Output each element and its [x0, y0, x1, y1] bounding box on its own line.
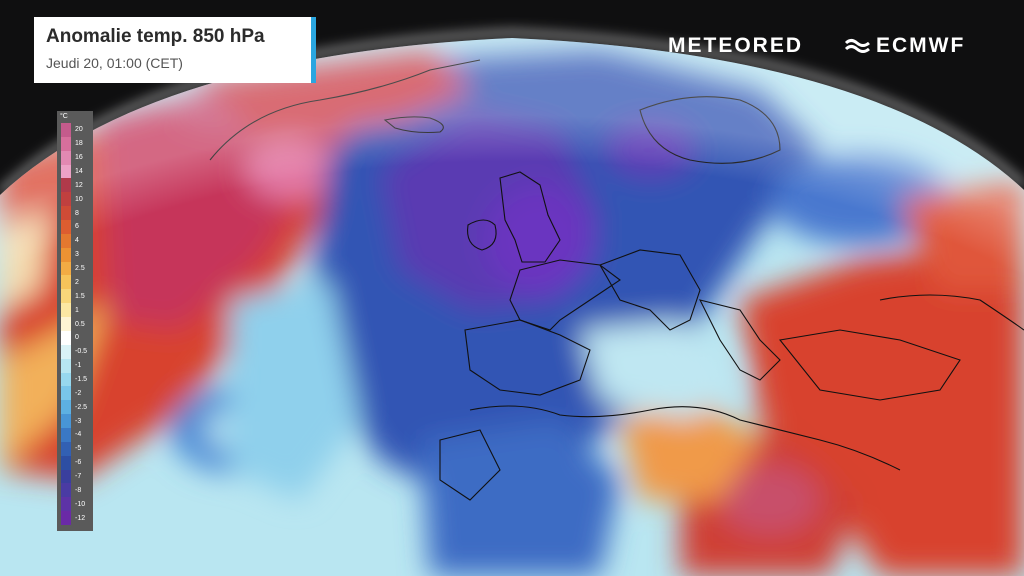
legend-swatch — [61, 358, 71, 373]
legend-label: -7 — [75, 472, 82, 480]
map-title: Anomalie temp. 850 hPa — [46, 26, 265, 47]
legend-label: -4 — [75, 431, 82, 439]
legend-swatch — [61, 206, 71, 221]
legend-swatch — [61, 400, 71, 415]
legend-label: 10 — [75, 195, 83, 203]
legend-swatch — [61, 220, 71, 235]
legend-swatch — [61, 497, 71, 512]
legend-label: 20 — [75, 126, 83, 134]
legend-swatch — [61, 414, 71, 429]
legend-swatch — [61, 247, 71, 263]
ecmwf-wave-icon — [844, 39, 870, 53]
legend-label: 2 — [75, 278, 79, 286]
legend-swatch — [61, 427, 71, 443]
legend-label: 8 — [75, 209, 79, 217]
legend-label: 18 — [75, 140, 83, 148]
map-timestamp: Jeudi 20, 01:00 (CET) — [46, 55, 183, 71]
legend-label: -2 — [75, 389, 82, 397]
ecmwf-text: ECMWF — [876, 34, 966, 57]
legend-swatch — [61, 123, 71, 138]
legend-label: -10 — [75, 500, 86, 508]
legend-swatch — [61, 386, 71, 401]
legend-swatch — [61, 164, 71, 179]
legend-label: 0.5 — [75, 320, 85, 328]
legend-swatch — [61, 372, 71, 387]
meteored-logo: METEORED — [668, 34, 804, 57]
legend-swatch — [61, 455, 71, 471]
legend-swatch — [61, 192, 71, 207]
legend-label: 16 — [75, 154, 83, 162]
title-panel: Anomalie temp. 850 hPa Jeudi 20, 01:00 (… — [34, 17, 316, 83]
legend-label: 12 — [75, 181, 83, 189]
legend-label: -1 — [75, 362, 82, 370]
legend-label: -0.5 — [75, 348, 88, 356]
legend-swatch — [61, 469, 71, 484]
globe-limb — [0, 29, 1024, 196]
legend-label: -1.5 — [75, 375, 88, 383]
legend-label: 1 — [75, 306, 79, 314]
legend-label: -5 — [75, 445, 82, 453]
legend-swatch — [61, 261, 71, 276]
legend-label: 2.5 — [75, 265, 85, 273]
legend-unit: °C — [60, 113, 68, 120]
legend-swatch — [61, 289, 71, 304]
legend-label: -12 — [75, 514, 86, 522]
legend-label: -8 — [75, 486, 82, 494]
color-legend: °C 20 18 16 14 12 10 8 6 4 3 2.5 2 1.5 1 0.5 0 -0.5 -1 -1.… — [57, 111, 93, 531]
legend-label: 14 — [75, 168, 83, 176]
legend-color-scale — [61, 123, 71, 526]
legend-label: 1.5 — [75, 292, 85, 300]
ecmwf-logo: ECMWF — [843, 34, 965, 58]
legend-swatch — [61, 178, 71, 193]
legend-label: 6 — [75, 223, 79, 231]
legend-swatch — [61, 441, 71, 457]
legend-label: -3 — [75, 417, 82, 425]
legend-swatch — [61, 233, 71, 249]
legend-label: 0 — [75, 334, 79, 342]
legend-swatch — [61, 483, 71, 498]
legend-label: -2.5 — [75, 403, 88, 411]
legend-swatch — [61, 317, 71, 332]
legend-swatch — [61, 511, 71, 526]
legend-swatch — [61, 303, 71, 318]
legend-swatch — [61, 330, 71, 346]
legend-swatch — [61, 275, 71, 290]
legend-swatch — [61, 136, 71, 152]
legend-label: 4 — [75, 237, 79, 245]
legend-label: 3 — [75, 251, 79, 259]
legend-swatch — [61, 150, 71, 166]
legend-label: -6 — [75, 459, 82, 467]
legend-swatch — [61, 344, 71, 360]
